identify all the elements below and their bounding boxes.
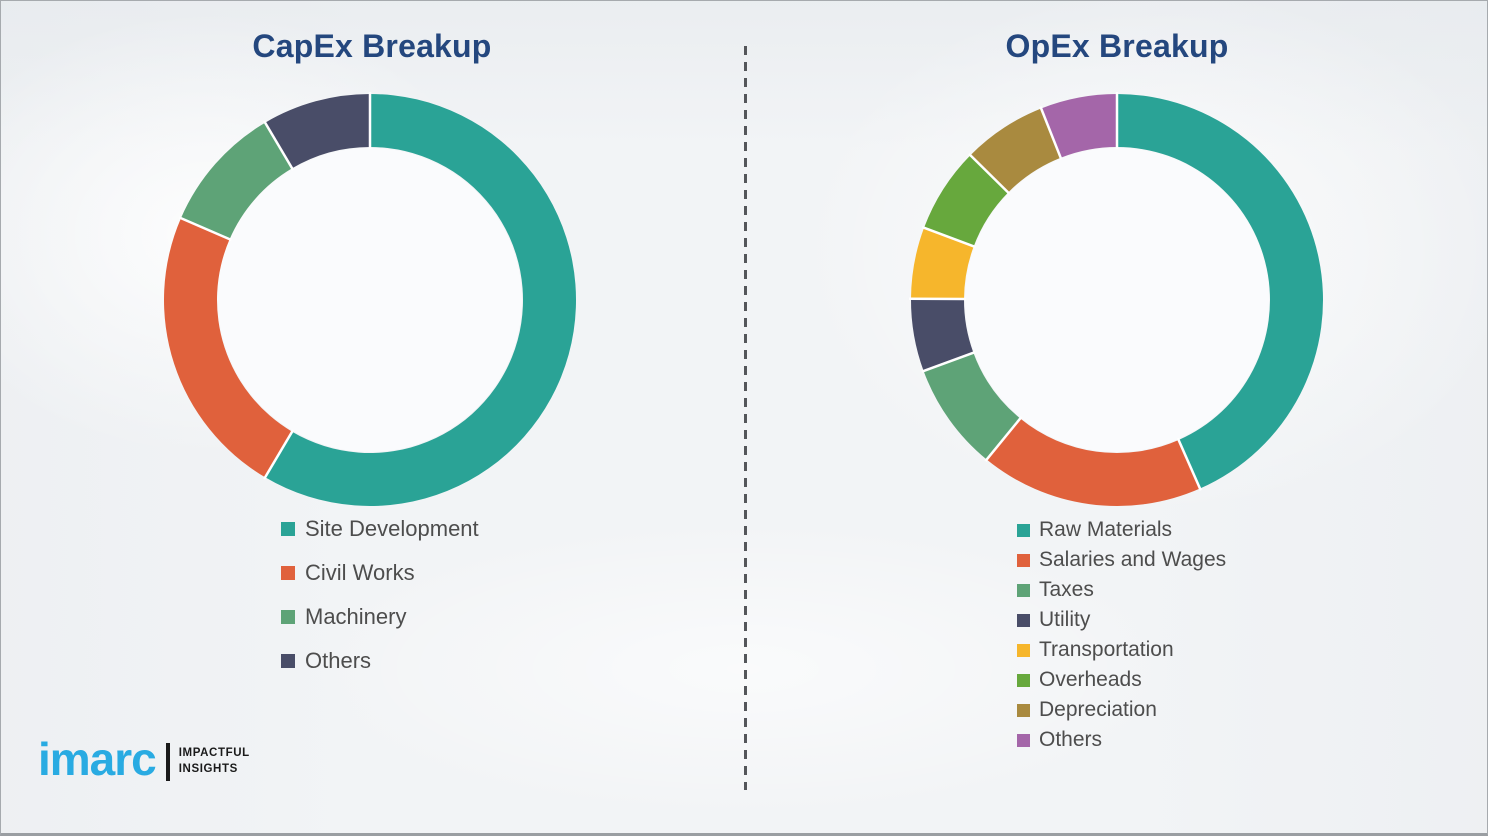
donut-segment-taxes xyxy=(923,352,1021,460)
logo-tagline: IMPACTFUL INSIGHTS xyxy=(179,746,250,777)
legend-color-swatch xyxy=(1017,733,1030,747)
donut-segment-utility xyxy=(910,298,974,371)
donut-segment-site-development xyxy=(265,94,577,507)
opex-title: OpEx Breakup xyxy=(1005,28,1229,64)
donut-segment-depreciation xyxy=(970,108,1061,193)
donut-segment-others xyxy=(1041,94,1117,158)
legend-color-swatch xyxy=(1017,523,1030,537)
legend-label: Overheads xyxy=(1039,668,1142,691)
legend-color-swatch xyxy=(1017,703,1030,717)
legend-color-swatch xyxy=(281,610,295,624)
legend-label: Raw Materials xyxy=(1039,518,1173,541)
capex-title: CapEx Breakup xyxy=(252,28,492,64)
logo-divider-bar xyxy=(165,743,170,781)
legend-item-opex-others: Others xyxy=(1017,725,1226,755)
legend-item-raw-materials: Raw Materials xyxy=(1017,515,1226,545)
imarc-brand-text: imarc xyxy=(38,733,157,785)
segment-separator xyxy=(263,120,295,171)
legend-color-swatch xyxy=(1017,673,1030,687)
donut-segment-civil-works xyxy=(164,218,293,478)
legend-label: Taxes xyxy=(1039,578,1094,601)
donut-hole xyxy=(218,148,522,452)
legend-item-taxes: Taxes xyxy=(1017,575,1226,605)
legend-color-swatch xyxy=(281,654,295,668)
legend-color-swatch xyxy=(281,566,295,580)
legend-item-capex-others: Others xyxy=(281,639,479,683)
legend-label: Others xyxy=(305,648,372,673)
donut-segment-raw-materials xyxy=(1117,94,1324,489)
legend-label: Transportation xyxy=(1039,638,1174,661)
segment-separator xyxy=(921,225,977,249)
legend-item-salaries-and-wages: Salaries and Wages xyxy=(1017,545,1226,575)
legend-item-site-development: Site Development xyxy=(281,507,479,551)
legend-label: Others xyxy=(1039,728,1103,751)
legend-color-swatch xyxy=(1017,583,1030,597)
segment-separator xyxy=(263,429,295,480)
donut-segment-machinery xyxy=(180,122,293,240)
donut-segment-overheads xyxy=(924,155,1009,247)
legend-label: Depreciation xyxy=(1039,698,1157,721)
segment-separator xyxy=(984,416,1023,462)
legend-item-civil-works: Civil Works xyxy=(281,551,479,595)
segment-separator xyxy=(921,350,976,373)
donut-segment-transportation xyxy=(911,227,974,300)
legend-label: Site Development xyxy=(305,516,479,541)
segment-separator xyxy=(1176,437,1202,491)
opex-donut-chart xyxy=(909,92,1324,507)
legend-label: Civil Works xyxy=(305,560,415,585)
legend-label: Machinery xyxy=(305,604,407,629)
donut-segment-others xyxy=(265,94,370,169)
segment-separator xyxy=(968,152,1011,195)
opex-legend: Raw Materials Salaries and Wages Taxes U… xyxy=(1017,515,1226,755)
segment-separator xyxy=(1039,106,1063,161)
legend-item-transportation: Transportation xyxy=(1017,635,1226,665)
legend-color-swatch xyxy=(1017,613,1030,627)
logo-tagline-line2: INSIGHTS xyxy=(178,763,238,775)
capex-legend: Site Development Civil Works Machinery O… xyxy=(281,507,479,683)
legend-label: Salaries and Wages xyxy=(1039,548,1227,571)
legend-color-swatch xyxy=(1017,643,1030,657)
legend-item-utility: Utility xyxy=(1017,605,1226,635)
legend-color-swatch xyxy=(281,522,295,536)
legend-item-overheads: Overheads xyxy=(1017,665,1226,695)
donut-segment-salaries-and-wages xyxy=(986,418,1200,507)
imarc-logo: imarc IMPACTFUL INSIGHTS xyxy=(38,736,250,788)
capex-donut-chart xyxy=(164,92,577,507)
logo-tagline-line1: IMPACTFUL xyxy=(178,747,250,760)
legend-color-swatch xyxy=(1017,553,1030,567)
donut-hole xyxy=(965,148,1269,452)
segment-separator xyxy=(178,216,232,242)
dashed-divider xyxy=(744,46,747,790)
legend-label: Utility xyxy=(1039,608,1091,631)
legend-item-depreciation: Depreciation xyxy=(1017,695,1226,725)
legend-item-machinery: Machinery xyxy=(281,595,479,639)
